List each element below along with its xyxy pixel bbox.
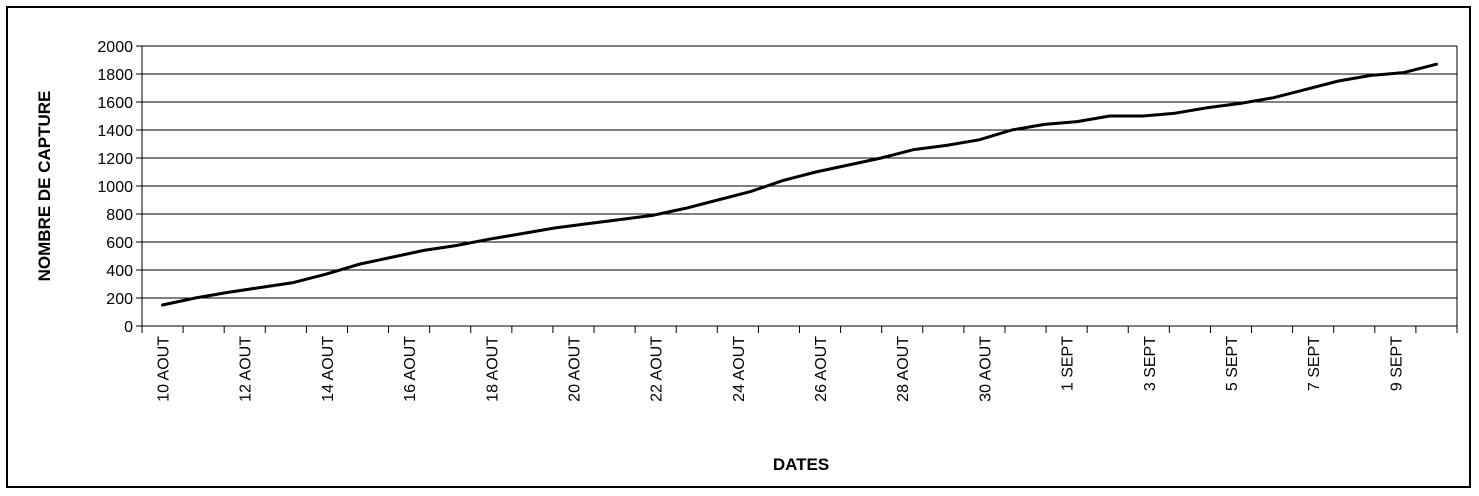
y-axis-ticks: 0 200 400 600 800 1000 1200 1400 1600 1800 2000: [97, 39, 142, 336]
x-tick-label: 24 AOUT: [731, 336, 748, 402]
y-tick-label: 1400: [97, 123, 133, 140]
y-axis-title: NOMBRE DE CAPTURE: [35, 91, 54, 282]
y-tick-label: 1200: [97, 151, 133, 168]
x-axis-ticks: 10 AOUT 12 AOUT 14 AOUT 16 AOUT 18 AOUT 20 AO…: [141, 326, 1458, 402]
gridlines: [142, 45, 1457, 299]
y-tick-label: 600: [106, 235, 133, 252]
y-tick-label: 1000: [97, 179, 133, 196]
y-tick-label: 1600: [97, 95, 133, 112]
x-axis-title: DATES: [773, 455, 829, 474]
x-tick-label: 9 SEPT: [1388, 336, 1405, 391]
x-tick-label: 16 AOUT: [402, 336, 419, 402]
x-tick-label: 3 SEPT: [1142, 336, 1159, 391]
x-tick-label: 1 SEPT: [1060, 336, 1077, 391]
y-tick-label: 2000: [97, 39, 133, 56]
x-tick-label: 14 AOUT: [320, 336, 337, 402]
x-tick-label: 26 AOUT: [813, 336, 830, 402]
y-tick-label: 0: [124, 319, 133, 336]
x-tick-label: 30 AOUT: [977, 336, 994, 402]
x-tick-label: 22 AOUT: [649, 336, 666, 402]
y-tick-label: 400: [106, 263, 133, 280]
x-tick-label: 12 AOUT: [238, 336, 255, 402]
x-tick-label: 5 SEPT: [1224, 336, 1241, 391]
y-tick-label: 800: [106, 207, 133, 224]
x-tick-label: 20 AOUT: [566, 336, 583, 402]
series-line: [161, 62, 1438, 307]
y-tick-label: 1800: [97, 67, 133, 84]
x-tick-label: 10 AOUT: [156, 336, 173, 402]
y-tick-label: 200: [106, 291, 133, 308]
x-tick-label: 28 AOUT: [895, 336, 912, 402]
x-tick-label: 7 SEPT: [1306, 336, 1323, 391]
chart-frame: [6, 6, 1471, 488]
x-tick-label: 18 AOUT: [484, 336, 501, 402]
